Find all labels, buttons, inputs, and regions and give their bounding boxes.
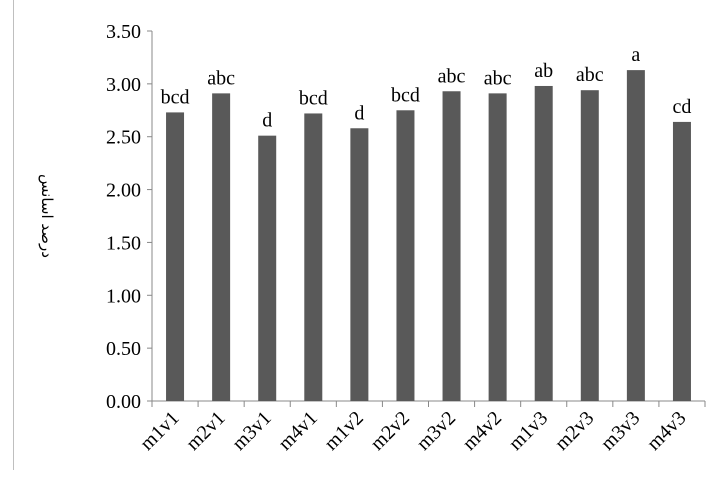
bar-letter-label: abc bbox=[207, 67, 235, 89]
y-tick-label: 2.00 bbox=[106, 180, 141, 202]
y-axis: 0.00 0.50 1.00 1.50 2.00 2.50 3.00 3.50 bbox=[106, 21, 153, 413]
x-tick-label: m3v1 bbox=[228, 407, 276, 455]
left-frame-border bbox=[13, 0, 14, 470]
bar-letter-label: ab bbox=[534, 60, 553, 82]
bar-letter-label: bcd bbox=[299, 87, 328, 109]
x-tick-label: m1v1 bbox=[136, 407, 184, 455]
y-tick-label: 1.50 bbox=[106, 232, 141, 254]
bar-letter-label: d bbox=[262, 110, 272, 132]
bar-m1v3 bbox=[534, 85, 553, 401]
y-axis-label: درصد اسانس bbox=[38, 174, 56, 258]
x-tick-label: m4v3 bbox=[643, 407, 691, 455]
bar-letter-label: d bbox=[354, 102, 364, 124]
y-tick-label: 1.00 bbox=[106, 285, 141, 307]
bar-m4v1 bbox=[304, 113, 323, 401]
bar-m1v2 bbox=[350, 128, 369, 401]
bar-letter-label: bcd bbox=[161, 86, 190, 108]
bar-m4v2 bbox=[488, 93, 507, 401]
x-axis bbox=[151, 400, 706, 407]
y-tick-label: 0.00 bbox=[106, 391, 141, 413]
y-tick-label: 2.50 bbox=[106, 127, 141, 149]
bars-group bbox=[166, 70, 691, 402]
bar-m4v3 bbox=[672, 121, 691, 402]
x-tick-label: m4v2 bbox=[458, 407, 506, 455]
bar-m1v1 bbox=[166, 112, 185, 402]
bar-m2v1 bbox=[212, 93, 231, 401]
x-tick-label: m3v3 bbox=[597, 407, 645, 455]
y-tick-label: 3.50 bbox=[106, 21, 141, 43]
x-tick-label: m1v3 bbox=[504, 407, 552, 455]
bar-m2v3 bbox=[580, 90, 599, 401]
bar-m3v1 bbox=[258, 135, 277, 401]
x-tick-label: m1v2 bbox=[320, 407, 368, 455]
x-tick-label: m3v2 bbox=[412, 407, 460, 455]
bar-m2v2 bbox=[396, 110, 415, 402]
bar-letter-label: cd bbox=[673, 96, 692, 118]
bar-letter-label: a bbox=[631, 44, 640, 66]
bar-m3v3 bbox=[626, 70, 645, 401]
y-tick-label: 3.00 bbox=[106, 74, 141, 96]
bar-letter-label: abc bbox=[438, 65, 466, 87]
bar-letter-label: abc bbox=[484, 67, 512, 89]
x-tick-label: m2v1 bbox=[182, 407, 230, 455]
bar-letter-label: bcd bbox=[391, 84, 420, 106]
x-tick-labels-group: m1v1m2v1m3v1m4v1m1v2m2v2m3v2m4v2m1v3m2v3… bbox=[136, 407, 691, 455]
x-tick-label: m2v2 bbox=[366, 407, 414, 455]
bar-m3v2 bbox=[442, 91, 461, 401]
y-tick-label: 0.50 bbox=[106, 338, 141, 360]
x-tick-label: m4v1 bbox=[274, 407, 322, 455]
x-tick-label: m2v3 bbox=[551, 407, 599, 455]
bar-letter-label: abc bbox=[576, 64, 604, 86]
